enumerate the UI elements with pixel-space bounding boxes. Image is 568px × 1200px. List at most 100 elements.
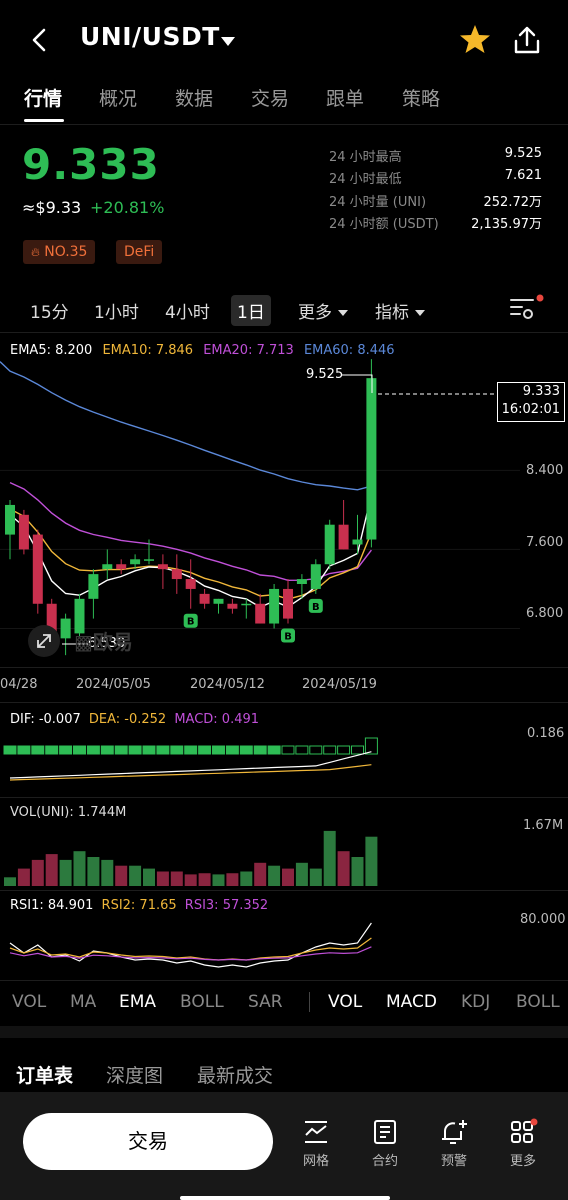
tab-latest-trades[interactable]: 最新成交 — [197, 1065, 274, 1087]
expand-chart-icon[interactable] — [28, 625, 60, 657]
interval-15m[interactable]: 15分 — [30, 303, 69, 323]
tab-trade[interactable]: 交易 — [251, 88, 290, 110]
ema20-label: EMA20: 7.713 — [203, 343, 294, 358]
stat-label: 24 小时最高 — [329, 150, 402, 165]
date-label: 2024/05/12 — [190, 677, 265, 692]
price-axis-label: 7.600 — [526, 535, 564, 550]
tab-underline — [24, 119, 64, 122]
nav-futures[interactable]: 合约 — [357, 1118, 413, 1169]
tab-market[interactable]: 行情 — [24, 88, 63, 110]
tab-depth[interactable]: 深度图 — [106, 1065, 164, 1087]
macd-bar — [100, 745, 114, 755]
macd-bar — [114, 745, 128, 755]
rank-badge[interactable]: 🔥︎ NO.35 — [23, 240, 96, 264]
candle-body — [255, 603, 266, 624]
candle-body — [324, 524, 335, 565]
tab-copy[interactable]: 跟单 — [326, 88, 365, 110]
chart-settings-icon[interactable] — [508, 294, 544, 326]
high-marker: 9.525 — [306, 367, 344, 382]
main-ind-ema[interactable]: EMA — [119, 992, 157, 1012]
volume-bar — [87, 857, 100, 886]
pair-title[interactable]: UNI/USDT — [80, 22, 220, 51]
trade-button[interactable]: 交易 — [23, 1113, 273, 1170]
low-marker: 6.530 — [88, 636, 126, 651]
main-ind-ma[interactable]: MA — [70, 992, 97, 1012]
rsi-chart — [9, 922, 372, 968]
last-price: 9.333 — [22, 140, 160, 189]
rsi-legend: RSI1: 84.901 RSI2: 71.65 RSI3: 57.352 — [10, 898, 268, 913]
favorite-star-icon[interactable] — [459, 24, 491, 58]
macd-bar — [323, 745, 337, 755]
volume-bar — [351, 857, 364, 886]
macd-bar — [86, 745, 100, 755]
sub-ind-boll[interactable]: BOLL — [516, 992, 560, 1012]
pair-dropdown-icon[interactable] — [220, 33, 236, 52]
interval-1d[interactable]: 1日 — [231, 295, 271, 326]
volume-bar — [212, 874, 225, 886]
price-chart[interactable]: B B B — [0, 332, 568, 668]
macd-bar — [128, 745, 142, 755]
interval-1h[interactable]: 1小时 — [94, 303, 139, 323]
macd-bar — [364, 737, 378, 755]
ema60-label: EMA60: 8.446 — [303, 343, 395, 358]
divider — [0, 667, 568, 668]
macd-bar — [225, 745, 239, 755]
vol-legend: VOL(UNI): 1.744M — [10, 805, 127, 820]
candle-body — [296, 579, 307, 584]
macd-bar — [253, 745, 267, 755]
apps-grid-icon — [511, 1118, 538, 1143]
buy-marker — [183, 613, 198, 628]
candle-body — [283, 588, 293, 619]
indicator-separator — [309, 992, 310, 1012]
tab-data[interactable]: 数据 — [175, 88, 214, 110]
main-ind-vol[interactable]: VOL — [12, 992, 47, 1012]
back-button[interactable] — [28, 26, 52, 54]
chevron-left-icon — [32, 28, 46, 52]
candle-body — [185, 579, 196, 589]
indicator-menu[interactable]: 指标 — [375, 298, 426, 323]
candle-body — [102, 564, 113, 570]
main-ind-sar[interactable]: SAR — [248, 992, 283, 1012]
divider — [0, 332, 568, 333]
macd-bar — [309, 745, 323, 755]
nav-grid[interactable]: 网格 — [288, 1118, 344, 1169]
buy-marker — [281, 628, 295, 643]
sub-ind-vol[interactable]: VOL — [328, 992, 363, 1012]
last-price-line — [378, 393, 498, 395]
tab-strategy[interactable]: 策略 — [402, 88, 441, 110]
sub-ind-macd[interactable]: MACD — [386, 992, 437, 1012]
buy-marker-label: B — [284, 632, 292, 643]
tab-orderbook[interactable]: 订单表 — [16, 1065, 74, 1087]
macd-bar — [142, 745, 156, 755]
divider — [0, 890, 568, 891]
candle-body — [18, 514, 29, 550]
high-marker-leader — [341, 374, 373, 393]
macd-bar — [156, 745, 170, 755]
macd-bar — [281, 745, 295, 755]
dea-label: DEA: -0.252 — [88, 712, 167, 727]
stat-value: 252.72万 — [483, 195, 543, 210]
stat-value: 7.621 — [504, 168, 542, 183]
volume-bar — [323, 830, 336, 886]
candle-body — [352, 539, 363, 545]
main-ind-boll[interactable]: BOLL — [180, 992, 224, 1012]
last-price-box-time: 16:02:01 — [501, 402, 560, 417]
sub-ind-kdj[interactable]: KDJ — [461, 992, 491, 1012]
rsi1-label: RSI1: 84.901 — [10, 898, 94, 913]
volume-bar — [4, 877, 16, 886]
macd-label: MACD: 0.491 — [174, 712, 260, 727]
share-icon[interactable] — [513, 25, 541, 59]
macd-bar — [17, 745, 31, 755]
volume-bar — [268, 865, 281, 886]
volume-bar — [337, 851, 350, 886]
tab-overview[interactable]: 概况 — [99, 88, 138, 110]
interval-more[interactable]: 更多 — [298, 298, 349, 323]
sector-badge[interactable]: DeFi — [116, 240, 163, 264]
nav-more[interactable]: 更多 — [495, 1118, 551, 1169]
volume-bar — [254, 862, 267, 886]
nav-alert[interactable]: 预警 — [426, 1118, 482, 1169]
caret-down-icon — [338, 310, 348, 316]
interval-4h[interactable]: 4小时 — [165, 303, 210, 323]
candle-body — [269, 588, 280, 624]
price-axis-label: 6.800 — [526, 606, 564, 621]
